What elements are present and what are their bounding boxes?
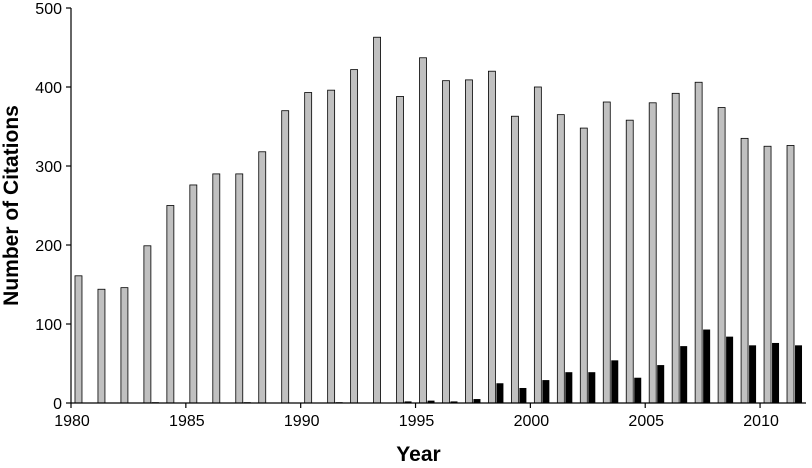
x-tick-label: 1980 [54,413,90,430]
y-tick-label: 400 [35,80,62,97]
bar-series1-2005 [648,102,657,404]
x-tick-label: 2005 [628,413,664,430]
bar-series1-1992 [350,69,359,404]
bar-series1-1990 [304,92,313,404]
bar-series2-1998 [496,383,504,403]
bar-series2-2006 [680,346,688,403]
y-tick-label: 200 [35,238,62,255]
bar-series2-1995 [427,400,435,403]
bar-series1-1991 [327,89,336,404]
y-ticks-group: 0 100 200 300 400 500 [35,1,71,413]
x-tick-label: 1995 [399,413,435,430]
bar-series1-1985 [189,184,198,404]
bar-series2-1994 [404,401,412,403]
y-tick-label: 500 [35,1,62,18]
bar-series1-1989 [281,110,290,404]
x-tick-label: 1990 [284,413,320,430]
bar-series1-1993 [373,36,381,404]
bar-series2-1997 [473,399,481,403]
bar-series1-2006 [671,92,680,404]
bar-series1-1998 [488,70,496,404]
bar-series1-1997 [465,79,473,404]
y-tick-label: 300 [35,159,62,176]
bar-series1-2001 [556,114,565,404]
bar-series1-2003 [602,101,611,404]
x-tick-label: 2010 [743,413,779,430]
x-axis-title: Year [396,443,440,466]
bar-series2-2002 [588,372,596,403]
bar-series1-1983 [143,245,152,404]
bar-series2-2011 [795,345,803,403]
x-ticks-group: 1980 1985 1990 1995 2000 2005 2010 [54,403,779,430]
bar-series1-2000 [533,86,542,404]
bar-series2-1996 [450,401,458,403]
bar-series1-1981 [97,288,106,404]
bars-group [74,36,803,404]
y-tick-label: 100 [35,317,62,334]
bar-series1-1984 [166,205,175,404]
x-tick-label: 1985 [169,413,205,430]
y-axis-title: Number of Citations [0,105,23,306]
bar-series2-2000 [542,380,550,403]
bar-series2-2003 [611,360,619,403]
bar-series1-2009 [740,137,749,404]
x-tick-label: 2000 [514,413,550,430]
y-tick-label: 0 [53,396,62,413]
bar-series1-2011 [786,145,795,404]
bar-series1-1994 [396,96,404,404]
bar-series2-1999 [519,387,527,403]
bar-series1-1986 [212,173,221,404]
bar-series2-2007 [703,329,711,403]
bar-series1-1995 [419,57,427,404]
bar-series1-1982 [120,287,129,404]
bar-series1-2008 [717,107,726,404]
bar-series2-2001 [565,372,573,403]
bar-series1-2004 [625,119,634,404]
bar-series1-2002 [579,127,588,404]
bar-series1-2010 [763,145,772,404]
bar-series1-1988 [258,151,267,404]
bar-series1-1987 [235,173,244,404]
bar-series1-1996 [442,80,450,404]
bar-series2-2008 [726,336,734,403]
bar-series1-2007 [694,81,703,404]
bar-series2-2004 [634,377,642,403]
bar-series2-2010 [772,342,780,403]
bar-series1-1999 [510,115,519,404]
bar-series2-2005 [657,365,665,403]
bar-series2-2009 [749,345,757,403]
bar-series1-1980 [74,275,83,404]
